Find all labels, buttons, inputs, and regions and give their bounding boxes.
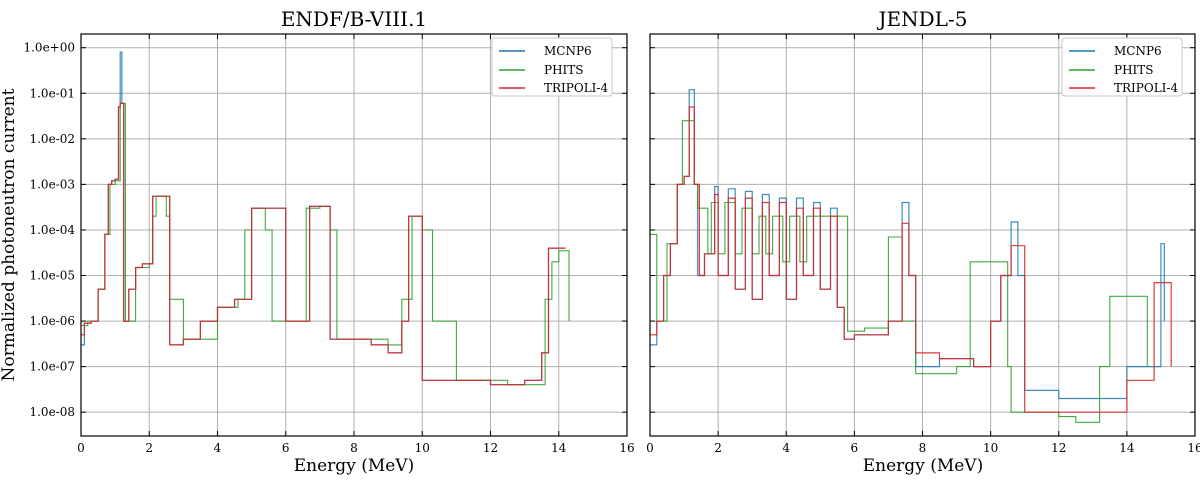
y-ticks: 1.0e-08 1.0e-07 1.0e-06 1.0e-05 1.0e-04 1.0e-… — [23, 41, 627, 419]
legend-box — [491, 37, 613, 97]
x-tick-label: 6 — [282, 441, 290, 455]
x-tick-label: 2 — [145, 441, 153, 455]
x-tick-label: 10 — [983, 441, 998, 455]
series-line-mcnp6 — [81, 51, 566, 386]
x-tick-label: 4 — [782, 441, 790, 455]
plot-area — [650, 89, 1172, 423]
series-line-phits — [81, 102, 570, 386]
series-line-tripoli4 — [650, 106, 1172, 413]
x-tick-label: 10 — [415, 441, 430, 455]
chart-title: JENDL-5 — [877, 7, 968, 31]
y-tick-label: 1.0e-05 — [29, 269, 75, 283]
series-line-tripoli4 — [81, 102, 566, 386]
x-ticks: 0 2 4 6 8 10 12 14 16 — [77, 34, 635, 455]
y-tick-label: 1.0e-08 — [29, 405, 75, 419]
x-tick-label: 12 — [483, 441, 498, 455]
x-tick-label: 8 — [919, 441, 927, 455]
panel-endf: ENDF/B-VIII.1 0 2 4 6 8 10 12 14 16 1.0e-081.0e-… — [0, 7, 635, 476]
series-line-phits — [650, 120, 1148, 423]
chart-title: ENDF/B-VIII.1 — [281, 7, 427, 31]
series-line-mcnp6 — [650, 89, 1165, 400]
y-tick-label: 1.0e+00 — [23, 41, 75, 55]
x-tick-label: 0 — [77, 441, 85, 455]
x-axis-label: Energy (MeV) — [294, 456, 414, 476]
y-tick-label: 1.0e-02 — [29, 132, 75, 146]
x-tick-label: 16 — [1187, 441, 1200, 455]
x-tick-label: 2 — [714, 441, 722, 455]
legend: MCNP6 PHITS TRIPOLI-4 — [1061, 37, 1183, 97]
y-tick-label: 1.0e-04 — [29, 223, 75, 237]
legend-box — [1061, 37, 1183, 97]
plot-area — [81, 51, 570, 386]
x-tick-label: 16 — [619, 441, 634, 455]
x-tick-label: 4 — [214, 441, 222, 455]
x-tick-label: 14 — [1119, 441, 1135, 455]
panel-jendl: JENDL-5 0 2 4 6 8 10 12 14 16 Energy (MeV) MCNP6… — [646, 7, 1200, 476]
x-tick-label: 0 — [646, 441, 654, 455]
legend-label-tripoli4: TRIPOLI-4 — [1114, 81, 1178, 95]
legend-label-mcnp6: MCNP6 — [544, 44, 592, 58]
legend-label-mcnp6: MCNP6 — [1114, 44, 1162, 58]
x-axis-label: Energy (MeV) — [863, 456, 983, 476]
y-tick-label: 1.0e-06 — [29, 314, 75, 328]
x-tick-label: 12 — [1051, 441, 1066, 455]
y-axis-label: Normalized photoneutron current — [0, 88, 19, 381]
y-tick-label: 1.0e-01 — [29, 86, 75, 100]
x-tick-label: 8 — [350, 441, 358, 455]
y-tick-label: 1.0e-03 — [29, 177, 75, 191]
x-tick-label: 6 — [851, 441, 859, 455]
legend-label-tripoli4: TRIPOLI-4 — [544, 81, 608, 95]
legend-label-phits: PHITS — [544, 63, 584, 77]
x-tick-label: 14 — [551, 441, 567, 455]
y-ticks — [650, 47, 1195, 413]
y-tick-label: 1.0e-07 — [29, 360, 75, 374]
legend: MCNP6 PHITS TRIPOLI-4 — [491, 37, 613, 97]
legend-label-phits: PHITS — [1114, 63, 1154, 77]
x-ticks: 0 2 4 6 8 10 12 14 16 — [646, 34, 1200, 455]
